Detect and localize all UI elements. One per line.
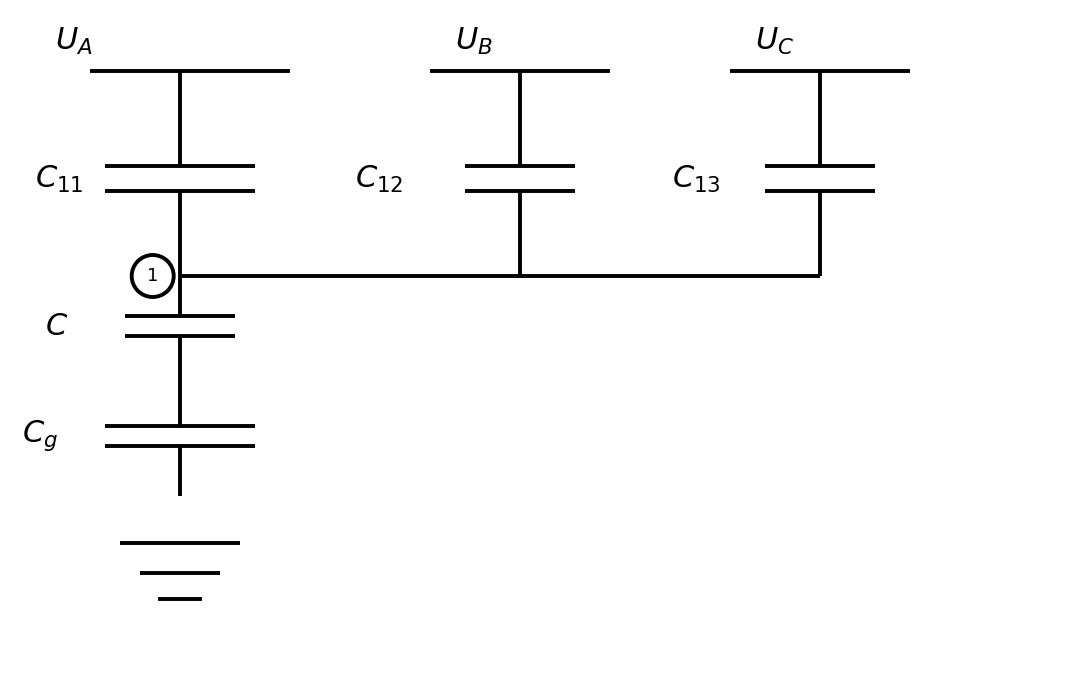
Text: 1: 1 — [147, 267, 159, 285]
Text: $C$: $C$ — [45, 311, 69, 341]
Text: $U_A$: $U_A$ — [55, 25, 92, 57]
Text: $U_C$: $U_C$ — [755, 25, 794, 57]
Text: $C_g$: $C_g$ — [22, 419, 58, 454]
Text: $C_{13}$: $C_{13}$ — [672, 163, 720, 195]
Text: $U_B$: $U_B$ — [455, 25, 493, 57]
Text: $C_{11}$: $C_{11}$ — [35, 163, 84, 195]
Text: $C_{12}$: $C_{12}$ — [355, 163, 404, 195]
